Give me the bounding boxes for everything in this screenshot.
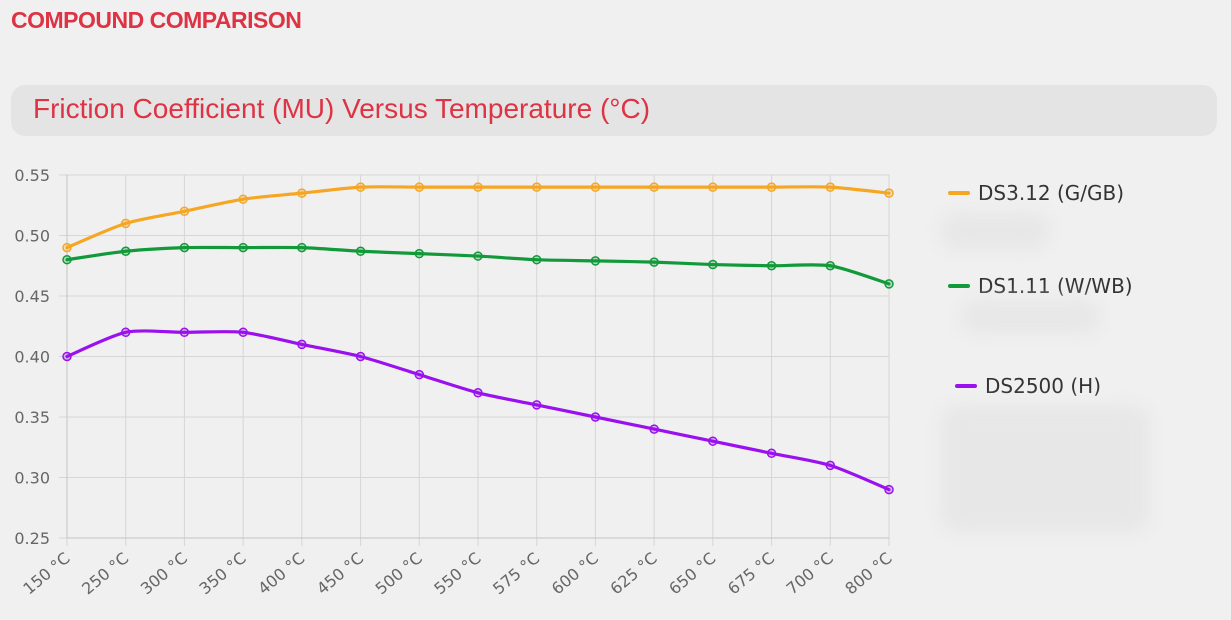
y-tick-label: 0.50	[14, 227, 50, 246]
chart-title-bar: Friction Coefficient (MU) Versus Tempera…	[11, 85, 1217, 136]
data-point-ds312	[825, 182, 836, 192]
data-point-ds312	[355, 182, 366, 192]
data-point-ds312	[120, 218, 131, 229]
data-point-ds312	[708, 182, 718, 192]
data-point-ds2500	[708, 436, 718, 446]
x-tick-label: 150 °C	[19, 549, 73, 599]
legend-item-ds312[interactable]: DS3.12 (G/GB)	[948, 181, 1124, 205]
section-title: COMPOUND COMPARISON	[11, 7, 302, 33]
x-tick-label: 500 °C	[372, 549, 426, 599]
x-tick-label: 600 °C	[548, 549, 602, 599]
x-tick-label: 400 °C	[254, 549, 308, 599]
chart-title: Friction Coefficient (MU) Versus Tempera…	[33, 93, 651, 124]
data-point-ds312	[649, 182, 659, 192]
blurred-region	[940, 405, 1150, 533]
y-tick-label: 0.25	[14, 529, 50, 548]
x-tick-label: 700 °C	[783, 549, 837, 599]
data-point-ds111	[649, 257, 659, 267]
legend-swatch-ds2500	[955, 384, 977, 388]
data-point-ds2500	[120, 327, 131, 338]
data-point-ds111	[473, 251, 483, 261]
y-tick-label: 0.35	[14, 408, 50, 427]
blurred-region	[940, 212, 1050, 250]
legend-label: DS3.12 (G/GB)	[978, 181, 1125, 205]
x-tick-label: 625 °C	[607, 549, 661, 599]
legend-label: DS1.11 (W/WB)	[978, 274, 1133, 298]
data-point-ds2500	[649, 424, 659, 434]
series-line-ds2500	[65, 329, 891, 492]
data-point-ds111	[179, 242, 190, 253]
x-tick-label: 450 °C	[313, 549, 367, 599]
legend-label: DS2500 (H)	[985, 374, 1101, 398]
data-point-ds2500	[62, 351, 72, 362]
series-line-ds111	[65, 245, 891, 286]
blurred-region	[960, 300, 1100, 334]
data-point-ds2500	[414, 369, 425, 380]
legend-item-ds2500[interactable]: DS2500 (H)	[955, 374, 1101, 398]
data-point-ds2500	[297, 339, 307, 350]
x-tick-label: 675 °C	[724, 549, 778, 599]
data-point-ds312	[531, 182, 542, 192]
x-tick-label: 800 °C	[841, 549, 895, 599]
y-tick-label: 0.40	[14, 348, 50, 367]
data-point-ds312	[473, 182, 483, 192]
data-point-ds111	[884, 279, 894, 289]
y-tick-label: 0.45	[14, 287, 50, 306]
data-point-ds111	[708, 259, 718, 270]
data-point-ds111	[414, 248, 425, 259]
data-point-ds312	[590, 182, 601, 192]
y-tick-label: 0.55	[14, 166, 50, 185]
data-point-ds2500	[825, 460, 836, 471]
legend-swatch-ds111	[948, 284, 970, 288]
data-point-ds111	[766, 261, 777, 271]
legend-item-ds111[interactable]: DS1.11 (W/WB)	[948, 274, 1133, 298]
data-point-ds2500	[179, 327, 190, 338]
data-point-ds2500	[766, 448, 777, 459]
data-point-ds111	[590, 256, 601, 266]
data-point-ds312	[238, 194, 248, 204]
x-tick-label: 550 °C	[430, 549, 484, 599]
data-point-ds312	[62, 242, 72, 253]
data-point-ds2500	[355, 351, 366, 362]
data-point-ds312	[414, 182, 425, 192]
x-tick-label: 575 °C	[489, 549, 543, 599]
data-point-ds2500	[531, 400, 542, 410]
x-tick-label: 350 °C	[196, 549, 250, 599]
data-point-ds2500	[238, 327, 248, 338]
data-point-ds111	[825, 261, 836, 271]
data-point-ds2500	[590, 412, 601, 422]
data-point-ds312	[297, 188, 307, 198]
legend-swatch-ds312	[948, 191, 970, 195]
x-tick-label: 650 °C	[665, 549, 719, 599]
data-point-ds111	[531, 254, 542, 265]
data-point-ds312	[179, 206, 190, 217]
data-point-ds2500	[884, 484, 894, 495]
data-point-ds312	[884, 188, 894, 198]
data-point-ds312	[766, 182, 777, 192]
data-point-ds2500	[473, 388, 483, 398]
data-point-ds111	[120, 246, 131, 256]
x-tick-label: 250 °C	[78, 549, 132, 599]
data-point-ds111	[355, 246, 366, 256]
x-tick-label: 300 °C	[137, 549, 191, 599]
series-line-ds312	[65, 185, 891, 250]
y-tick-label: 0.30	[14, 469, 50, 488]
data-point-ds111	[238, 242, 248, 253]
data-point-ds111	[297, 242, 307, 253]
data-point-ds111	[62, 254, 72, 265]
